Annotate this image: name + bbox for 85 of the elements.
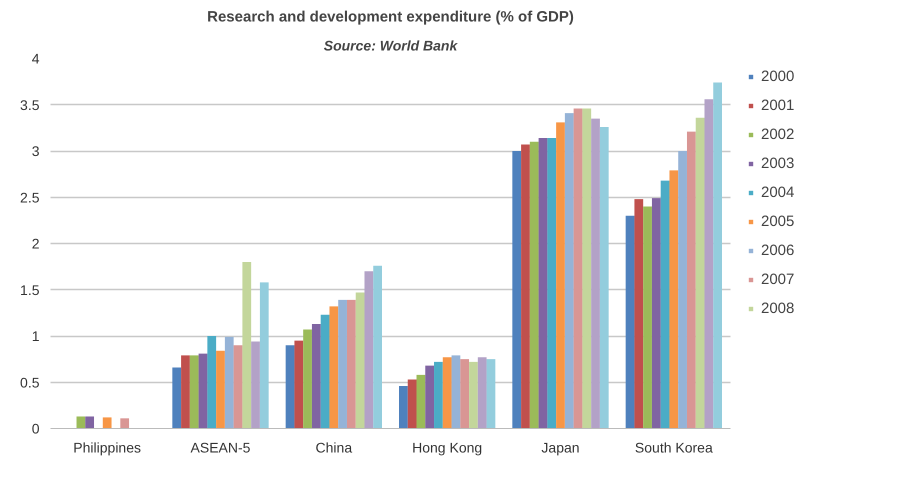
legend-label: 2005	[761, 213, 794, 230]
bar	[686, 132, 696, 428]
y-tick-label: 4	[32, 50, 40, 66]
bar	[538, 138, 548, 428]
bar	[120, 418, 130, 428]
bar	[460, 359, 470, 428]
y-tick-label: 0	[32, 420, 40, 436]
y-tick-label: 2	[32, 236, 40, 252]
bar	[574, 108, 582, 428]
bar	[696, 118, 704, 428]
bar	[172, 367, 182, 428]
bar	[294, 340, 304, 428]
bar	[643, 206, 652, 428]
legend-label: 2007	[761, 271, 794, 288]
bar	[373, 266, 382, 428]
chart-title: Research and development expenditure (% of GDP)	[207, 8, 574, 26]
legend-label: 2001	[761, 97, 794, 114]
bar	[181, 355, 190, 428]
bar	[198, 354, 208, 428]
y-tick-label: 3	[32, 143, 40, 159]
x-tick-label: Hong Kong	[412, 440, 482, 456]
bar	[338, 300, 347, 428]
bar	[416, 374, 426, 428]
bar	[251, 342, 260, 428]
legend-label: 2008	[761, 300, 794, 317]
legend-label: 2000	[761, 68, 794, 85]
bar	[486, 359, 496, 428]
legend-label: 2004	[761, 184, 794, 201]
y-tick-label: 2.5	[20, 189, 40, 206]
bar	[85, 416, 94, 428]
bar	[207, 336, 216, 428]
bar	[260, 282, 269, 428]
bar	[190, 355, 199, 428]
bar	[678, 151, 687, 428]
bar	[547, 138, 556, 428]
bar	[713, 82, 722, 428]
bar	[303, 330, 312, 428]
y-tick-label: 1	[32, 328, 40, 344]
bar	[286, 345, 294, 428]
bar	[600, 126, 609, 428]
x-tick-label: China	[316, 440, 352, 456]
bar	[346, 300, 356, 428]
bar	[408, 379, 417, 428]
legend-label: 2002	[761, 126, 794, 143]
bar	[660, 180, 670, 428]
y-tick-label: 1.5	[20, 282, 40, 298]
bar	[442, 357, 452, 428]
bar	[224, 336, 234, 428]
bar	[312, 324, 321, 428]
legend-label: 2006	[761, 242, 794, 259]
bar	[652, 198, 661, 428]
legend-label: 2003	[761, 155, 794, 172]
bar	[320, 314, 330, 428]
bar	[591, 118, 600, 428]
bar	[364, 271, 374, 428]
x-tick-label: Philippines	[73, 440, 142, 456]
bar	[356, 292, 364, 428]
bar	[582, 108, 592, 428]
bar	[452, 355, 460, 428]
bar	[216, 350, 225, 428]
bar	[399, 386, 408, 428]
bar	[478, 357, 487, 428]
bar	[556, 122, 565, 428]
bar	[669, 170, 678, 428]
y-tick-label: 0.5	[20, 374, 40, 390]
bar	[76, 416, 86, 428]
bar	[564, 113, 574, 428]
bar	[469, 362, 478, 428]
bar	[704, 99, 714, 428]
x-tick-label: ASEAN-5	[190, 440, 251, 456]
x-tick-label: South Korea	[634, 440, 713, 456]
bar	[242, 262, 252, 428]
bar	[626, 216, 634, 428]
y-tick-label: 3.5	[20, 96, 40, 113]
x-tick-label: Japan	[541, 440, 580, 456]
bar	[521, 144, 530, 428]
bar	[512, 151, 522, 428]
bar	[530, 142, 539, 428]
chart-subtitle: Source: World Bank	[324, 38, 458, 54]
bar	[102, 417, 112, 428]
bar	[234, 345, 242, 428]
bar	[434, 362, 443, 428]
bar	[634, 199, 644, 428]
bar	[425, 366, 434, 428]
bar	[329, 306, 338, 428]
